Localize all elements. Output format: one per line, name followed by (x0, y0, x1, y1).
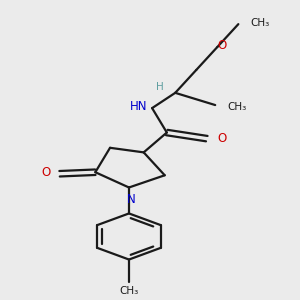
Text: CH₃: CH₃ (250, 18, 269, 28)
Text: O: O (41, 166, 50, 179)
Text: CH₃: CH₃ (119, 286, 139, 296)
Text: O: O (218, 39, 227, 52)
Text: HN: HN (130, 100, 147, 113)
Text: CH₃: CH₃ (227, 102, 246, 112)
Text: N: N (127, 193, 135, 206)
Text: O: O (217, 132, 226, 145)
Text: H: H (156, 82, 164, 92)
